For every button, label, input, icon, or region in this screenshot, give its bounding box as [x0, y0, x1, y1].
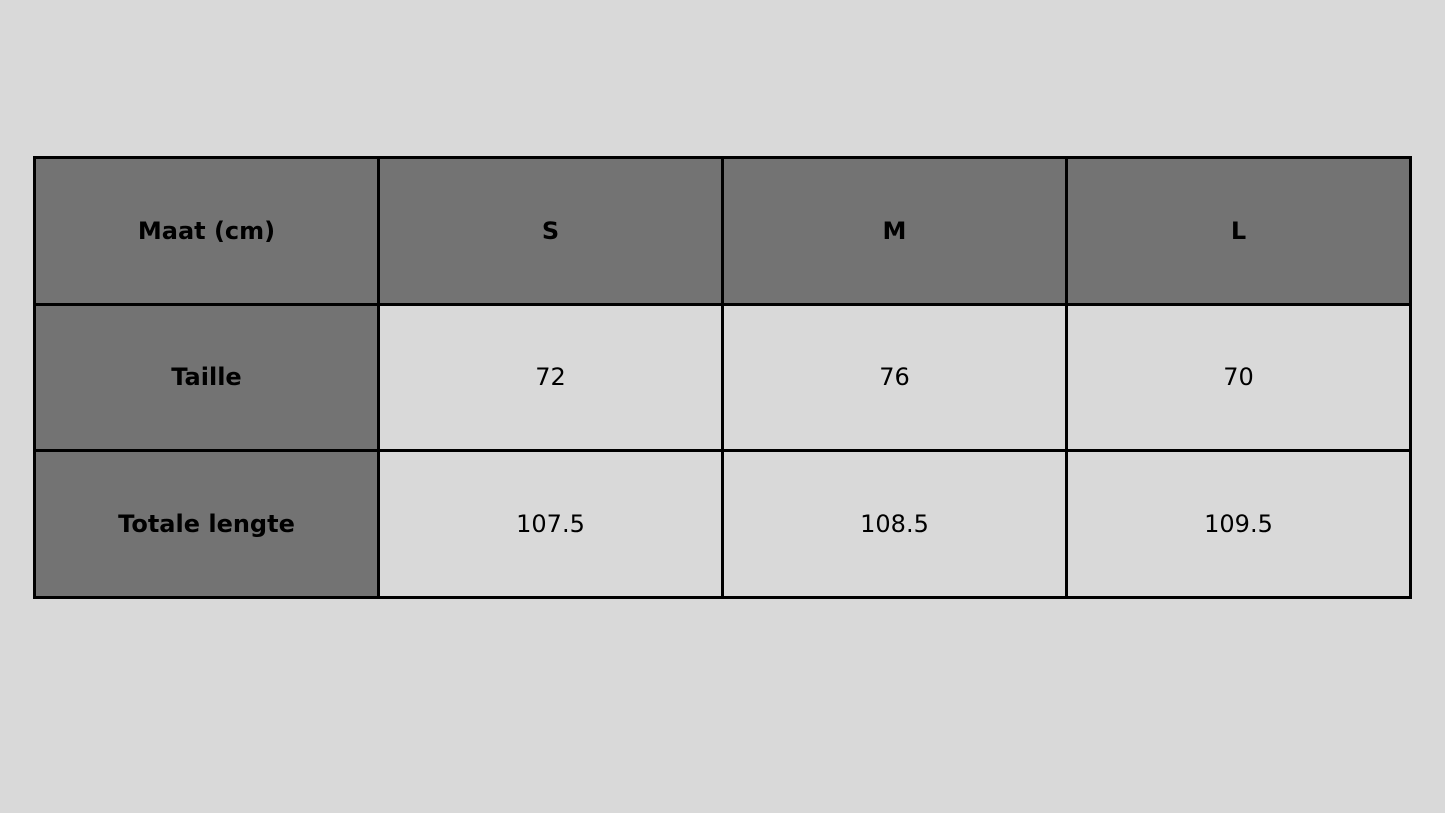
size-table: Maat (cm) S M L Taille 72 76 70 Totale l… [33, 156, 1412, 599]
table-row: Totale lengte 107.5 108.5 109.5 [33, 449, 1412, 599]
table-cell: 72 [377, 302, 724, 453]
header-cell-m: M [721, 156, 1068, 306]
row-label: Taille [33, 302, 380, 453]
header-cell-l: L [1065, 156, 1412, 306]
table-row: Taille 72 76 70 [33, 302, 1412, 453]
table-cell: 108.5 [721, 449, 1068, 599]
table-cell: 70 [1065, 302, 1412, 453]
header-cell-s: S [377, 156, 724, 306]
table-header-row: Maat (cm) S M L [33, 156, 1412, 306]
row-label: Totale lengte [33, 449, 380, 599]
table-cell: 109.5 [1065, 449, 1412, 599]
table-cell: 76 [721, 302, 1068, 453]
table-cell: 107.5 [377, 449, 724, 599]
header-cell-size: Maat (cm) [33, 156, 380, 306]
